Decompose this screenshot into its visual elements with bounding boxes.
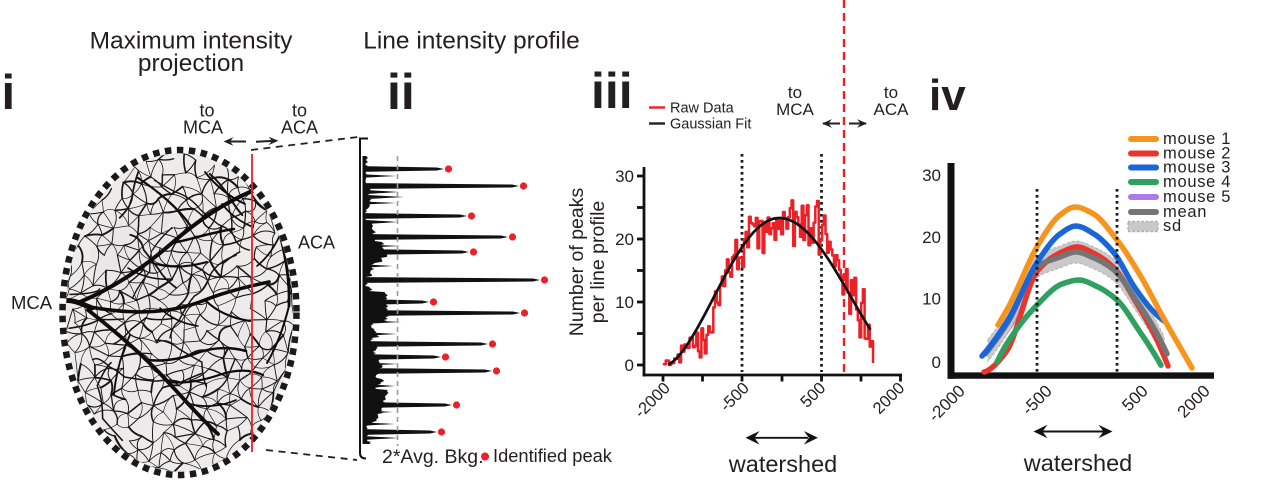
svg-text:Number of peaks: Number of peaks — [566, 188, 588, 337]
svg-text:500: 500 — [797, 379, 829, 411]
svg-text:30: 30 — [615, 167, 634, 186]
svg-text:mouse 4: mouse 4 — [1163, 173, 1231, 191]
svg-text:sd: sd — [1163, 217, 1182, 235]
svg-text:20: 20 — [922, 228, 941, 247]
svg-text:iv: iv — [929, 71, 966, 120]
svg-text:ACA: ACA — [281, 118, 318, 138]
svg-text:500: 500 — [1118, 381, 1151, 414]
svg-text:to: to — [199, 101, 214, 121]
svg-text:watershed: watershed — [1023, 450, 1132, 476]
svg-text:Maximum intensity: Maximum intensity — [90, 28, 294, 55]
svg-text:ACA: ACA — [298, 233, 335, 253]
svg-text:Line intensity profile: Line intensity profile — [363, 28, 580, 55]
svg-text:-2000: -2000 — [631, 379, 674, 422]
svg-text:10: 10 — [922, 290, 941, 309]
svg-text:mouse 1: mouse 1 — [1163, 130, 1231, 148]
svg-text:to: to — [788, 83, 802, 102]
svg-text:projection: projection — [138, 50, 244, 77]
svg-text:MCA: MCA — [776, 100, 814, 119]
svg-text:10: 10 — [615, 293, 634, 312]
svg-text:ii: ii — [387, 64, 415, 120]
svg-text:MCA: MCA — [183, 118, 223, 138]
svg-text:-500: -500 — [1018, 381, 1055, 418]
svg-text:2000: 2000 — [1174, 381, 1214, 421]
svg-text:2000: 2000 — [870, 379, 909, 418]
svg-text:-500: -500 — [717, 379, 753, 415]
svg-text:mean: mean — [1163, 203, 1207, 221]
svg-text:i: i — [2, 66, 16, 120]
svg-text:30: 30 — [922, 166, 941, 185]
svg-text:watershed: watershed — [728, 451, 837, 477]
svg-text:0: 0 — [625, 356, 634, 375]
svg-text:-2000: -2000 — [925, 381, 969, 425]
svg-text:Gaussian Fit: Gaussian Fit — [670, 117, 751, 133]
svg-text:per line profile: per line profile — [587, 201, 609, 323]
svg-text:to: to — [292, 101, 307, 121]
svg-text:0: 0 — [932, 353, 941, 372]
svg-text:iii: iii — [591, 63, 633, 119]
svg-text:20: 20 — [615, 230, 634, 249]
svg-text:ACA: ACA — [874, 100, 910, 119]
svg-text:mouse 5: mouse 5 — [1163, 188, 1231, 206]
svg-text:MCA: MCA — [11, 292, 53, 313]
svg-text:mouse 2: mouse 2 — [1163, 145, 1231, 163]
svg-text:2*Avg. Bkg.: 2*Avg. Bkg. — [382, 446, 484, 468]
svg-text:Identified peak: Identified peak — [493, 445, 613, 466]
svg-text:Raw Data: Raw Data — [670, 101, 735, 117]
svg-text:to: to — [884, 83, 898, 102]
svg-text:mouse 3: mouse 3 — [1163, 159, 1231, 177]
